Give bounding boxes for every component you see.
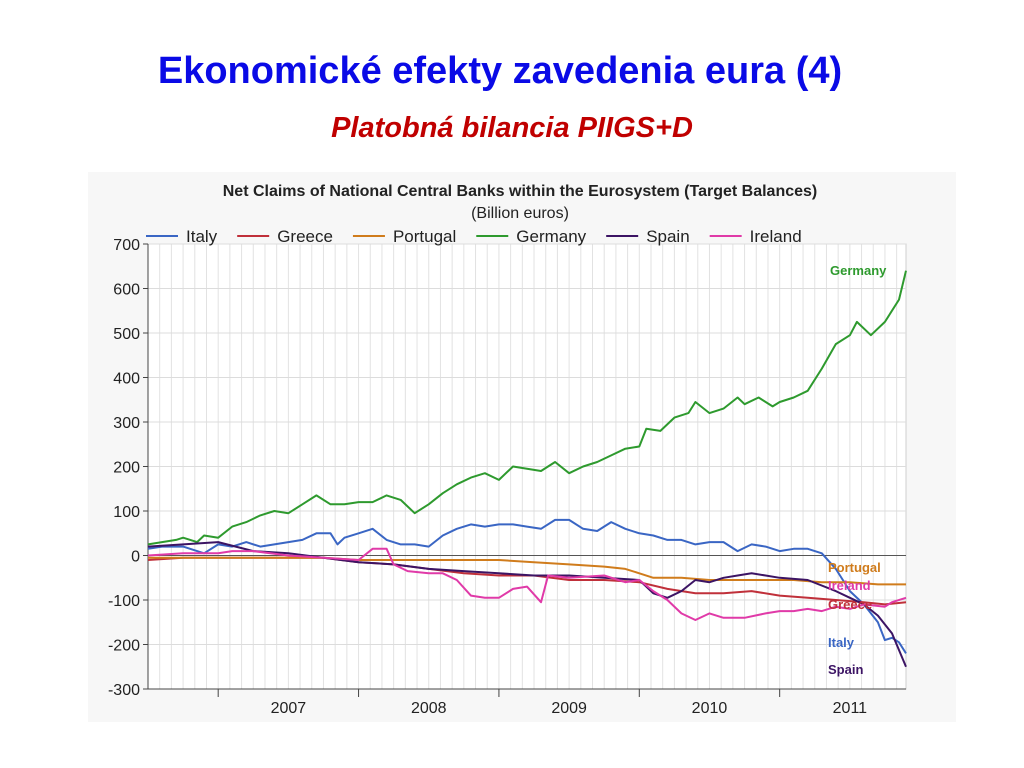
- series-group: [147, 270, 907, 668]
- grid: [147, 243, 907, 690]
- x-tick-label: 2009: [551, 700, 587, 717]
- end-label-greece: Greece: [828, 597, 872, 612]
- end-label-ireland: Ireland: [828, 578, 871, 593]
- y-tick-label: 300: [113, 415, 140, 432]
- series-line-germany: [147, 270, 907, 546]
- chart-panel: Net Claims of National Central Banks wit…: [88, 172, 956, 722]
- slide-subtitle: Platobná bilancia PIIGS+D: [331, 112, 693, 144]
- series-line-ireland: [147, 547, 907, 621]
- end-label-italy: Italy: [828, 635, 855, 650]
- legend: Italy Greece Portugal Germany Spain Ireland: [146, 227, 802, 246]
- y-tick-label: 500: [113, 326, 140, 343]
- x-tick-label: 2010: [692, 700, 728, 717]
- line-chart: Net Claims of National Central Banks wit…: [108, 183, 907, 717]
- x-tick-label: 2007: [271, 700, 307, 717]
- legend-label-portugal: Portugal: [393, 227, 456, 246]
- y-tick-label: 600: [113, 282, 140, 299]
- slide-title: Ekonomické efekty zavedenia eura (4): [157, 50, 843, 92]
- legend-label-germany: Germany: [516, 227, 586, 246]
- legend-label-greece: Greece: [277, 227, 333, 246]
- y-tick-label: 400: [113, 371, 140, 388]
- y-tick-label: -300: [108, 682, 140, 699]
- chart-title: Net Claims of National Central Banks wit…: [223, 183, 818, 200]
- end-label-germany: Germany: [830, 263, 887, 278]
- series-line-portugal: [148, 556, 906, 586]
- x-tick-label: 2008: [411, 700, 447, 717]
- end-label-spain: Spain: [828, 662, 863, 677]
- y-tick-label: 0: [131, 549, 140, 566]
- y-tick-label: -200: [108, 638, 140, 655]
- series-line-italy: [147, 518, 907, 654]
- end-labels: Italy Greece Portugal Germany Spain Ireland: [828, 263, 887, 677]
- chart-subtitle: (Billion euros): [471, 205, 569, 222]
- x-tick-label: 2011: [833, 700, 868, 717]
- legend-label-italy: Italy: [186, 227, 218, 246]
- y-tick-label: 100: [113, 504, 140, 521]
- y-tick-label: 200: [113, 460, 140, 477]
- y-tick-label: -100: [108, 593, 140, 610]
- end-label-portugal: Portugal: [828, 560, 881, 575]
- legend-label-ireland: Ireland: [750, 227, 802, 246]
- y-tick-label: 700: [113, 237, 140, 254]
- axes: -300 -200 -100 0 100 200 300 400 500 600 700 2007 20…: [108, 237, 906, 717]
- legend-label-spain: Spain: [646, 227, 689, 246]
